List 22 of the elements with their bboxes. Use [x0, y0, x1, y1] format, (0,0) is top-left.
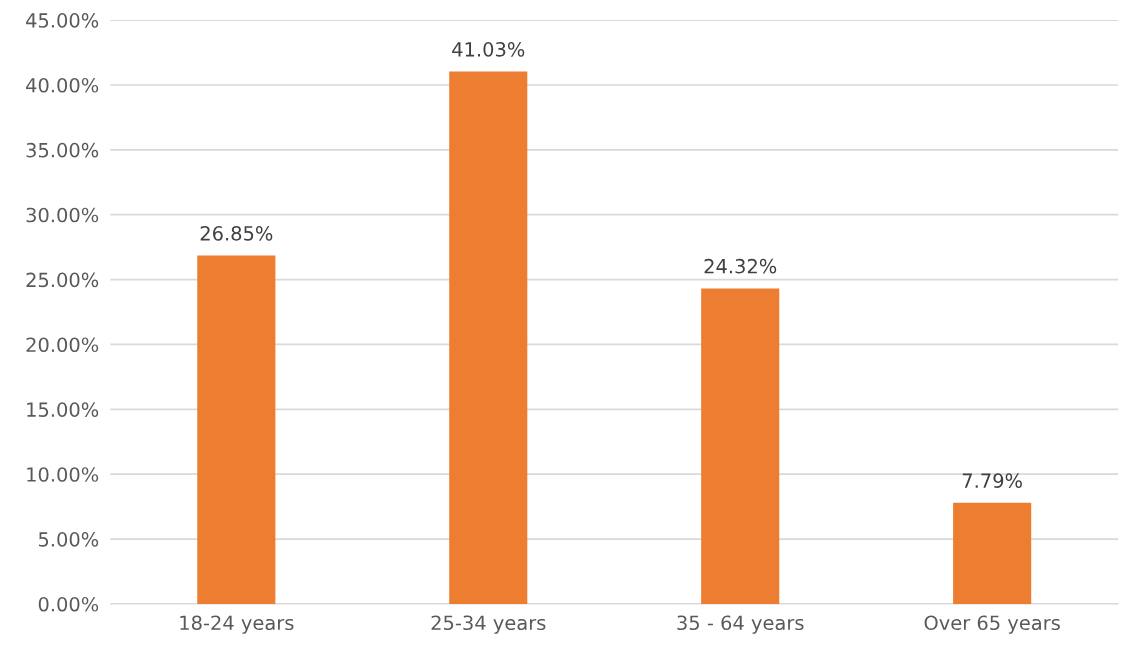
bar [953, 502, 1032, 604]
y-tick-label: 0.00% [38, 596, 99, 612]
bar [701, 288, 780, 604]
y-tick-label: 5.00% [38, 532, 99, 547]
x-tick-label: 35 - 64 years [677, 615, 804, 634]
data-label: 24.32% [704, 258, 777, 274]
bar [449, 71, 528, 604]
y-tick-label: 10.00% [27, 467, 99, 482]
y-tick-label: 45.00% [26, 13, 99, 28]
x-tick-label: 25-34 years [431, 615, 546, 634]
bar [197, 255, 276, 604]
y-tick-label: 15.00% [27, 402, 99, 417]
y-tick-label: 20.00% [26, 337, 99, 353]
x-tick-label: 18-24 years [180, 615, 294, 634]
data-label: 7.79% [962, 473, 1022, 488]
data-label: 26.85% [200, 225, 273, 241]
y-tick-label: 30.00% [26, 207, 99, 223]
x-tick-label: Over 65 years [924, 615, 1060, 634]
data-label: 41.03% [452, 42, 525, 57]
y-tick-label: 40.00% [26, 77, 99, 93]
y-tick-label: 35.00% [26, 142, 99, 158]
y-tick-label: 25.00% [26, 272, 99, 288]
